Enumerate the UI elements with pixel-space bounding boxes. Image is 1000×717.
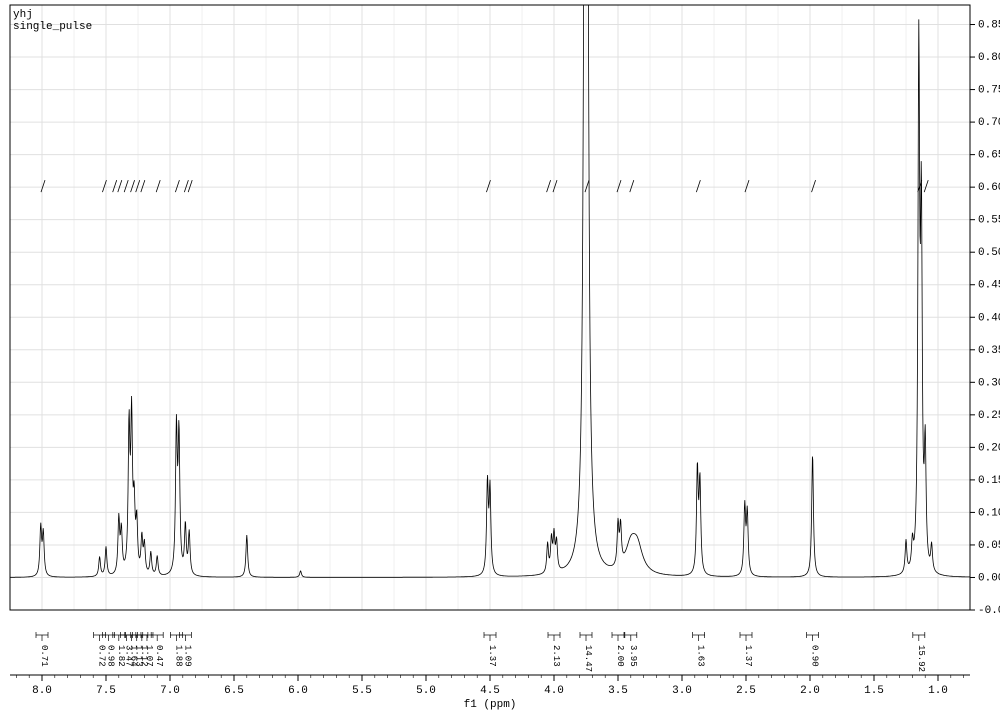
svg-text:3.95: 3.95 [628, 645, 638, 667]
svg-text:1.37: 1.37 [743, 645, 753, 667]
svg-text:f1 (ppm): f1 (ppm) [464, 699, 517, 711]
svg-text:7.0: 7.0 [160, 685, 180, 697]
svg-text:1.37: 1.37 [487, 645, 497, 667]
svg-text:4.0: 4.0 [544, 685, 564, 697]
svg-text:0.10: 0.10 [978, 507, 1000, 519]
svg-text:0.25: 0.25 [978, 410, 1000, 422]
svg-text:0.00: 0.00 [978, 572, 1000, 584]
svg-text:0.60: 0.60 [978, 182, 1000, 194]
svg-text:1.63: 1.63 [696, 645, 706, 667]
svg-text:0.50: 0.50 [978, 247, 1000, 259]
svg-text:1.09: 1.09 [182, 645, 192, 667]
svg-text:1.88: 1.88 [173, 645, 183, 667]
svg-text:8.0: 8.0 [32, 685, 52, 697]
svg-text:2.5: 2.5 [736, 685, 756, 697]
svg-text:0.30: 0.30 [978, 377, 1000, 389]
svg-text:4.5: 4.5 [480, 685, 500, 697]
svg-text:single_pulse: single_pulse [13, 21, 92, 33]
svg-text:0.40: 0.40 [978, 312, 1000, 324]
svg-text:-0.05: -0.05 [978, 605, 1000, 617]
svg-text:0.70: 0.70 [978, 117, 1000, 129]
svg-text:yhj: yhj [13, 9, 33, 21]
svg-text:1.5: 1.5 [864, 685, 884, 697]
svg-text:0.47: 0.47 [154, 645, 164, 667]
svg-text:0.05: 0.05 [978, 540, 1000, 552]
svg-text:0.65: 0.65 [978, 150, 1000, 162]
nmr-spectrum-svg: yhjsingle_pulse -0.05 0.00 0.05 0.10 0.15 0.20… [0, 0, 1000, 714]
svg-text:0.98: 0.98 [106, 645, 116, 667]
svg-text:5.0: 5.0 [416, 685, 436, 697]
svg-text:6.0: 6.0 [288, 685, 308, 697]
svg-text:3.5: 3.5 [608, 685, 628, 697]
svg-text:0.85: 0.85 [978, 20, 1000, 32]
svg-text:2.0: 2.0 [800, 685, 820, 697]
svg-text:7.5: 7.5 [96, 685, 116, 697]
nmr-spectrum-container: yhjsingle_pulse -0.05 0.00 0.05 0.10 0.15 0.20… [0, 0, 1000, 714]
svg-text:0.80: 0.80 [978, 52, 1000, 64]
svg-text:0.35: 0.35 [978, 345, 1000, 357]
svg-text:0.20: 0.20 [978, 442, 1000, 454]
svg-text:0.55: 0.55 [978, 215, 1000, 227]
svg-text:1.0: 1.0 [928, 685, 948, 697]
svg-text:1.07: 1.07 [144, 645, 154, 667]
svg-text:6.5: 6.5 [224, 685, 244, 697]
svg-text:14.47: 14.47 [583, 645, 593, 672]
svg-text:2.00: 2.00 [615, 645, 625, 667]
svg-text:0.15: 0.15 [978, 475, 1000, 487]
svg-text:3.0: 3.0 [672, 685, 692, 697]
svg-text:0.72: 0.72 [97, 645, 107, 667]
svg-text:2.13: 2.13 [551, 645, 561, 667]
svg-text:0.90: 0.90 [810, 645, 820, 667]
svg-text:15.92: 15.92 [916, 645, 926, 672]
svg-text:0.71: 0.71 [39, 645, 49, 667]
svg-text:5.5: 5.5 [352, 685, 372, 697]
svg-text:0.75: 0.75 [978, 85, 1000, 97]
svg-text:0.45: 0.45 [978, 280, 1000, 292]
